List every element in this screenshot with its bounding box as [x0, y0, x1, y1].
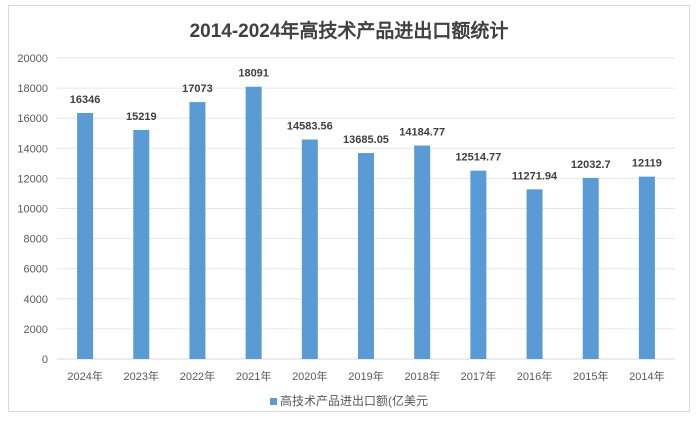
y-tick-label: 14000: [17, 143, 48, 155]
data-label: 12514.77: [455, 152, 501, 164]
x-tick-label: 2014年: [629, 369, 664, 383]
x-tick-label: 2015年: [573, 369, 608, 383]
y-tick-label: 8000: [24, 234, 48, 246]
data-label: 15219: [126, 111, 157, 123]
x-tick-label: 2020年: [292, 369, 327, 383]
x-tick-label: 2019年: [348, 369, 383, 383]
data-label: 17073: [182, 83, 213, 95]
data-label: 12119: [632, 158, 662, 170]
bar: [358, 153, 374, 359]
y-tick-label: 10000: [17, 204, 48, 216]
legend: 高技术产品进出口额(亿美元: [0, 392, 698, 409]
x-tick-label: 2018年: [404, 369, 439, 383]
y-tick-label: 6000: [24, 264, 48, 276]
y-tick-label: 0: [42, 354, 48, 366]
legend-swatch: [270, 398, 277, 406]
x-tick-label: 2023年: [124, 369, 159, 383]
data-label: 11271.94: [512, 170, 558, 182]
y-tick-label: 16000: [17, 113, 48, 125]
x-tick-label: 2021年: [236, 369, 271, 383]
y-tick-label: 12000: [17, 173, 48, 185]
data-label: 14583.56: [287, 121, 333, 133]
bar: [245, 86, 262, 359]
y-tick-label: 4000: [24, 294, 48, 306]
y-tick-label: 20000: [17, 53, 48, 65]
data-label: 12032.7: [571, 159, 611, 171]
y-tick-label: 18000: [17, 83, 48, 95]
x-tick-label: 2024年: [67, 369, 102, 383]
data-label: 16346: [70, 94, 101, 106]
x-tick-label: 2016年: [517, 369, 552, 383]
data-label: 13685.05: [343, 134, 389, 146]
x-tick-label: 2022年: [180, 369, 215, 383]
bar: [582, 177, 599, 359]
bar: [470, 170, 487, 359]
bar: [414, 145, 431, 359]
bar: [133, 129, 150, 359]
bar: [638, 176, 655, 359]
chart-title: 2014-2024年高技术产品进出口额统计: [189, 21, 509, 42]
chart-frame: [8, 5, 690, 412]
bar: [526, 189, 543, 359]
bar: [189, 102, 206, 359]
bar: [77, 112, 94, 359]
bar: [301, 139, 318, 359]
data-label: 14184.77: [399, 127, 445, 139]
x-tick-label: 2017年: [461, 369, 496, 383]
data-label: 18091: [238, 68, 269, 80]
y-tick-label: 2000: [24, 324, 48, 336]
legend-label: 高技术产品进出口额(亿美元: [280, 394, 428, 408]
